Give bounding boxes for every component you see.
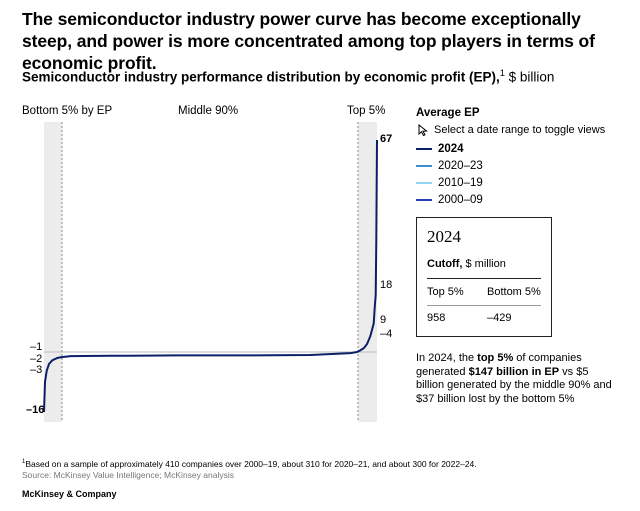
top-5-shade: [358, 122, 377, 422]
annotation-note: In 2024, the top 5% of companies generat…: [416, 352, 616, 406]
note-bold-2: $147 billion in EP: [468, 365, 560, 378]
left-label-minus-16: –16: [26, 404, 45, 416]
right-label-9: 9: [380, 314, 387, 326]
note-text-2: of companies generated: [416, 352, 582, 378]
left-label-minus-3: –3: [30, 364, 43, 376]
bottom-5-shade: [44, 122, 62, 422]
card-val-top: 958: [427, 312, 446, 324]
legend-item-2020-23[interactable]: 2020–23: [416, 160, 483, 172]
source-note: Source: McKinsey Value Intelligence; McK…: [22, 470, 234, 480]
legend-hint-text: Select a date range to toggle views: [434, 124, 606, 136]
legend-label-2000-09: 2000–09: [438, 194, 483, 206]
card-col-top: Top 5%: [427, 286, 464, 298]
legend-swatch-2000-09: [416, 199, 432, 201]
right-label-minus-4: –4: [380, 328, 393, 340]
subtitle-footnote-mark: 1: [499, 68, 505, 78]
cursor-pointer-icon: [418, 124, 428, 136]
legend-label-2010-19: 2010–19: [438, 177, 483, 189]
card-divider: [427, 278, 541, 279]
legend-label-2024: 2024: [438, 143, 464, 155]
legend-swatch-2024: [416, 148, 432, 150]
subtitle-unit: $ billion: [504, 69, 555, 85]
series-line-2024: [43, 139, 378, 413]
legend-item-2010-19[interactable]: 2010–19: [416, 177, 483, 189]
card-row-divider: [427, 305, 541, 306]
card-cutoff-unit: $ million: [462, 258, 506, 270]
footnote-mark: 1: [22, 459, 26, 466]
right-label-67: 67: [380, 133, 393, 145]
legend-item-2000-09[interactable]: 2000–09: [416, 194, 483, 206]
legend-swatch-2010-19: [416, 182, 432, 184]
card-cutoff-bold: Cutoff,: [427, 258, 463, 270]
card-val-bottom: –429: [487, 312, 512, 324]
legend-item-2024[interactable]: 2024: [416, 143, 464, 155]
card-year: 2024: [427, 227, 461, 246]
chart-title: The semiconductor industry power curve h…: [22, 9, 595, 73]
cutoff-card: 2024 Cutoff, $ million Top 5% Bottom 5% …: [416, 217, 552, 337]
chart-subtitle: Semiconductor industry performance distr…: [22, 68, 554, 85]
footnote-text: Based on a sample of approximately 410 c…: [25, 459, 477, 469]
subtitle-main: Semiconductor industry performance distr…: [22, 69, 500, 85]
card-cutoff-label: Cutoff, $ million: [427, 258, 506, 270]
legend-hint: Select a date range to toggle views: [418, 124, 605, 136]
left-label-minus-1: –1: [30, 341, 43, 353]
segment-label-top: Top 5%: [347, 105, 386, 117]
note-text-3: vs $5 billion generated by the middle 90…: [416, 365, 612, 405]
legend-label-2020-23: 2020–23: [438, 160, 483, 172]
right-label-18: 18: [380, 279, 393, 291]
note-text-1: In 2024, the: [416, 352, 478, 364]
brand-logo: McKinsey & Company: [22, 489, 117, 499]
left-label-minus-2: –2: [30, 353, 43, 365]
segment-label-bottom: Bottom 5% by EP: [22, 105, 113, 117]
card-col-bottom: Bottom 5%: [487, 286, 541, 298]
legend-swatch-2020-23: [416, 165, 432, 167]
segment-label-middle: Middle 90%: [178, 105, 239, 117]
legend-title: Average EP: [416, 107, 480, 119]
note-bold-1: top 5%: [477, 352, 514, 364]
footnote: 1Based on a sample of approximately 410 …: [22, 459, 477, 469]
